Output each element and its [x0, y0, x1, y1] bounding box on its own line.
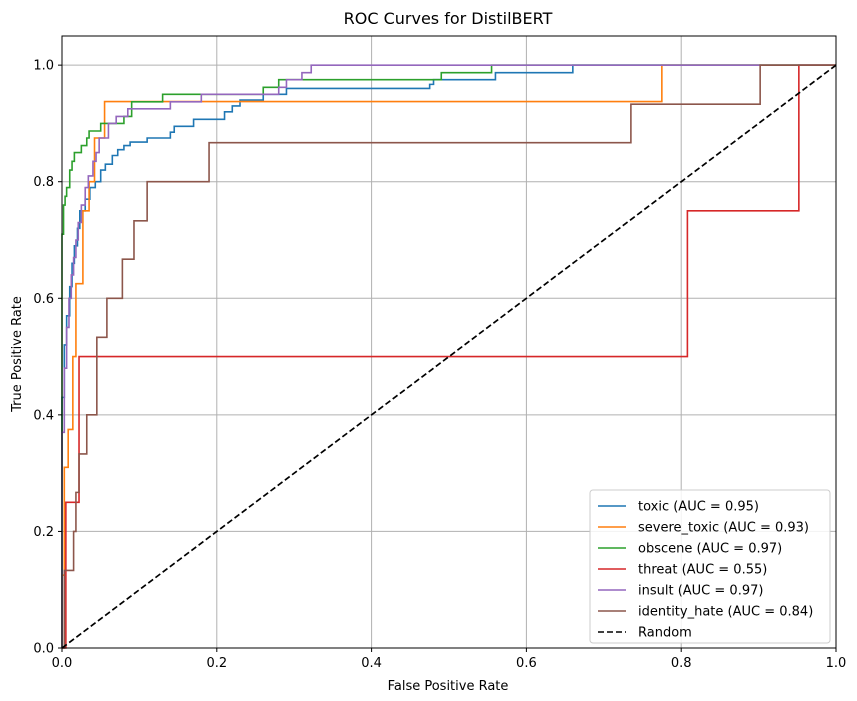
y-tick-label: 0.8 — [33, 175, 54, 190]
ticks: 0.0 0.2 0.4 0.6 0.8 1.0 0.0 0.2 0.4 0.6 0.8 1.0 — [33, 59, 846, 671]
legend: toxic (AUC = 0.95) severe_toxic (AUC = 0.… — [589, 489, 831, 644]
plot-frame — [61, 35, 837, 649]
x-tick-label: 0.4 — [361, 656, 382, 671]
x-tick-label: 1.0 — [826, 656, 847, 671]
x-axis-label: False Positive Rate — [388, 679, 509, 694]
y-tick-label: 0.6 — [33, 292, 54, 307]
x-tick-label: 0.0 — [52, 656, 73, 671]
y-tick-label: 0.2 — [33, 525, 54, 540]
chart-title: ROC Curves for DistilBERT — [344, 9, 553, 28]
series-line-insult — [61, 64, 836, 648]
y-tick-label: 1.0 — [33, 59, 54, 74]
series-group — [61, 64, 837, 649]
series-line-threat — [62, 64, 836, 649]
x-tick-label: 0.6 — [516, 656, 537, 671]
legend-entry: Random — [638, 626, 692, 641]
legend-entry: severe_toxic (AUC = 0.93) — [638, 521, 809, 536]
legend-entry: threat (AUC = 0.55) — [638, 563, 767, 578]
legend-entry: toxic (AUC = 0.95) — [638, 500, 759, 515]
y-axis-label: True Positive Rate — [10, 296, 25, 413]
y-tick-label: 0.4 — [33, 408, 54, 423]
legend-box — [589, 489, 831, 644]
y-tick-label: 0.0 — [33, 642, 54, 657]
series-line-identity_hate — [62, 64, 836, 649]
legend-entry: obscene (AUC = 0.97) — [638, 542, 782, 557]
legend-entry: identity_hate (AUC = 0.84) — [638, 605, 813, 620]
series-line-severe_toxic — [61, 64, 836, 648]
x-tick-label: 0.8 — [671, 656, 692, 671]
legend-entry: insult (AUC = 0.97) — [638, 584, 763, 599]
x-tick-label: 0.2 — [206, 656, 227, 671]
